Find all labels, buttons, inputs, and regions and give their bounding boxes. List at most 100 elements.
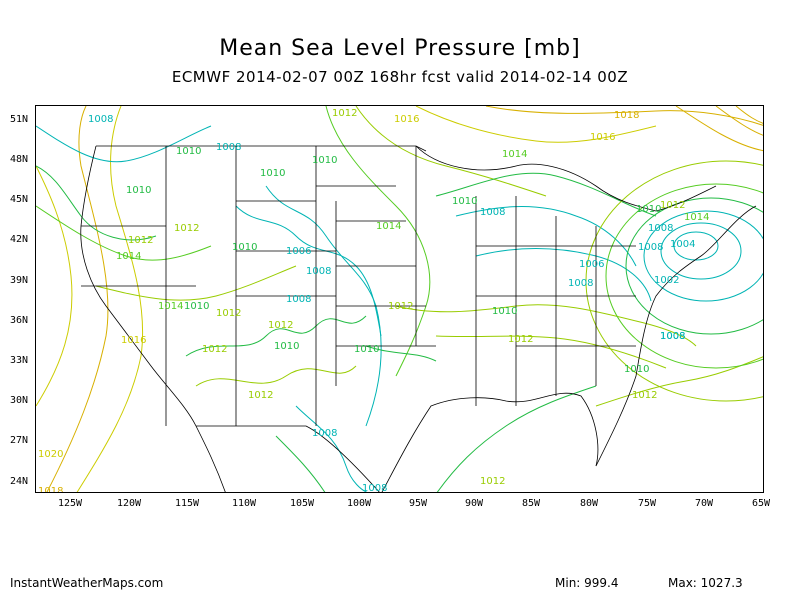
min-value: Min: 999.4	[555, 576, 619, 590]
contour-label: 1010	[452, 196, 477, 207]
boundary-line	[96, 145, 427, 152]
contour-label: 1010	[624, 364, 649, 375]
isobar-line	[325, 106, 431, 377]
source-credit: InstantWeatherMaps.com	[10, 576, 164, 590]
boundary-line	[81, 146, 237, 426]
boundary-line	[80, 145, 226, 492]
boundary-line	[381, 392, 599, 492]
contour-label: 1010	[274, 341, 299, 352]
contour-label: 1006	[579, 259, 604, 270]
contour-label: 1008	[648, 223, 673, 234]
isobar-line	[46, 106, 109, 492]
contour-label: 1018	[38, 486, 63, 493]
contour-label: 1010	[176, 146, 201, 157]
contour-label: 1012	[508, 334, 533, 345]
contour-label: 1006	[286, 246, 311, 257]
contour-label: 1014	[684, 212, 709, 223]
contour-label: 1012	[480, 476, 505, 487]
contour-label: 1014	[376, 221, 401, 232]
contour-label: 1012	[248, 390, 273, 401]
isobar-line	[36, 165, 157, 241]
isobar-line	[95, 265, 297, 301]
contour-label: 1018	[614, 110, 639, 121]
contour-labels: 1008 1010 1008 1012 1016 1018 1016 1010 …	[38, 108, 709, 493]
boundary-line	[316, 185, 436, 347]
contour-label: 1014	[116, 251, 141, 262]
isobar-line	[36, 205, 212, 261]
contour-label: 1008	[286, 294, 311, 305]
isobar-line	[643, 210, 763, 302]
max-value: Max: 1027.3	[668, 576, 743, 590]
lon-label-105w: 105W	[290, 498, 315, 509]
contour-label: 1016	[590, 132, 615, 143]
lat-label-45n: 45N	[10, 194, 29, 205]
pressure-map: 1008 1010 1008 1012 1016 1018 1016 1010 …	[36, 106, 763, 493]
contour-label: 1008	[568, 278, 593, 289]
isobar-line	[355, 106, 547, 197]
boundary-line	[196, 425, 380, 492]
contour-label: 1008	[216, 142, 241, 153]
boundary-line	[595, 205, 757, 467]
contour-label: 1008	[362, 483, 387, 493]
lon-label-115w: 115W	[175, 498, 200, 509]
lon-label-85w: 85W	[522, 498, 541, 509]
isobar-line	[436, 385, 597, 492]
contour-label: 1012	[632, 390, 657, 401]
contour-label: 1012	[202, 344, 227, 355]
contour-label: 1012	[268, 320, 293, 331]
boundary-lines	[80, 145, 757, 492]
isobar-line	[275, 435, 326, 492]
isobar-line	[395, 304, 697, 347]
contour-label: 1012	[332, 108, 357, 119]
contour-label: 1008	[312, 428, 337, 439]
isobar-line	[365, 345, 437, 362]
contour-label: 1004	[670, 239, 695, 250]
contour-label: 1012	[174, 223, 199, 234]
boundary-line	[415, 145, 717, 212]
isobar-line	[295, 405, 368, 492]
lat-label-24n: 24N	[10, 476, 29, 487]
contour-label: 1010	[126, 185, 151, 196]
boundary-line	[415, 146, 597, 406]
isobar-line	[435, 172, 657, 217]
contour-label: 1002	[654, 275, 679, 286]
isobar-line	[185, 315, 367, 357]
map-frame: 1008 1010 1008 1012 1016 1018 1016 1010 …	[35, 105, 764, 493]
lon-label-90w: 90W	[465, 498, 484, 509]
lon-label-100w: 100W	[347, 498, 372, 509]
contour-label: 1016	[394, 114, 419, 125]
isobar-line	[585, 160, 763, 402]
lat-label-36n: 36N	[10, 315, 29, 326]
lon-label-120w: 120W	[117, 498, 142, 509]
contour-label: 1014	[502, 149, 527, 160]
contour-label: 1012	[128, 235, 153, 246]
isobar-line	[76, 106, 144, 492]
contour-label: 1010	[492, 306, 517, 317]
isobar-line	[415, 106, 657, 143]
lon-label-95w: 95W	[409, 498, 428, 509]
map-title: Mean Sea Level Pressure [mb]	[219, 36, 581, 61]
contour-label: 1010	[354, 344, 379, 355]
contour-label: 1008	[88, 114, 113, 125]
lat-label-51n: 51N	[10, 114, 29, 125]
isobar-line	[265, 185, 382, 427]
contour-label: 1012	[388, 301, 413, 312]
contour-label: 1010	[636, 204, 661, 215]
contour-label: 1012	[660, 200, 685, 211]
contour-label: 1008	[660, 331, 685, 342]
isobar-line	[36, 125, 212, 163]
lat-label-27n: 27N	[10, 435, 29, 446]
isobar-line	[673, 231, 719, 261]
map-subtitle: ECMWF 2014-02-07 00Z 168hr fcst valid 20…	[171, 68, 629, 86]
lat-label-42n: 42N	[10, 234, 29, 245]
contour-label: 1008	[638, 242, 663, 253]
lon-label-125w: 125W	[58, 498, 83, 509]
isobar-line	[625, 197, 763, 335]
lon-label-75w: 75W	[638, 498, 657, 509]
isobar-line	[715, 106, 763, 136]
lon-label-80w: 80W	[580, 498, 599, 509]
contour-label: 1008	[306, 266, 331, 277]
lon-label-70w: 70W	[695, 498, 714, 509]
contour-label: 1008	[660, 331, 685, 342]
isobar-line	[605, 183, 763, 369]
